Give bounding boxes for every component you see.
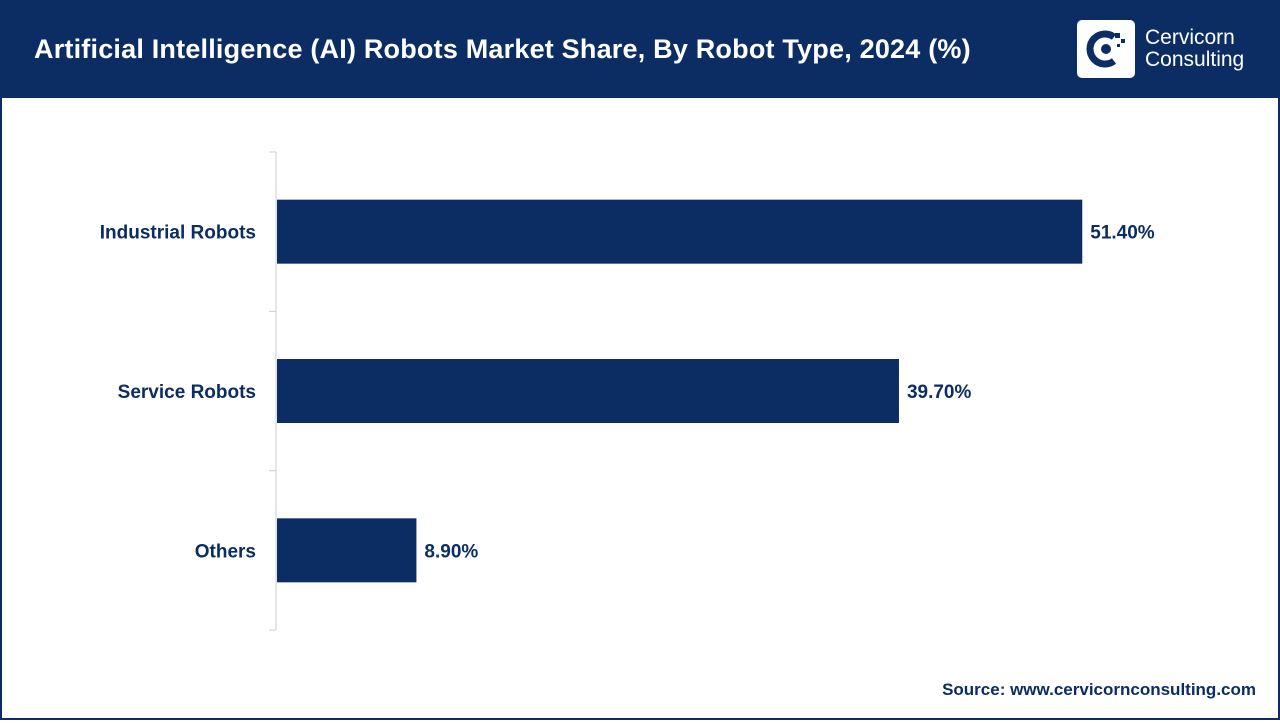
logo-text: Cervicorn Consulting [1145, 27, 1244, 71]
bar-service-robots [277, 359, 899, 423]
chart-title: Artificial Intelligence (AI) Robots Mark… [34, 34, 971, 64]
bar-chart: Industrial Robots 51.40% Service Robots 39.… [100, 151, 1155, 631]
category-label: Others [195, 541, 256, 562]
source-note: Source: www.cervicornconsulting.com [942, 680, 1256, 699]
logo-line-1: Cervicorn [1145, 26, 1235, 49]
category-label: Service Robots [118, 382, 256, 403]
bar-others [277, 518, 417, 583]
logo-line-2: Consulting [1145, 48, 1245, 71]
data-label: 51.40% [1090, 223, 1155, 244]
data-label: 8.90% [424, 541, 478, 562]
header-bar: Artificial Intelligence (AI) Robots Mark… [2, 2, 1278, 98]
cervicorn-logo: Cervicorn Consulting [1077, 20, 1244, 78]
category-label: Industrial Robots [100, 223, 256, 244]
cervicorn-logo-icon [1077, 20, 1135, 78]
data-label: 39.70% [907, 382, 972, 403]
chart-area: Industrial Robots 51.40% Service Robots 39.… [2, 98, 1278, 718]
bar-industrial-robots [277, 199, 1083, 264]
